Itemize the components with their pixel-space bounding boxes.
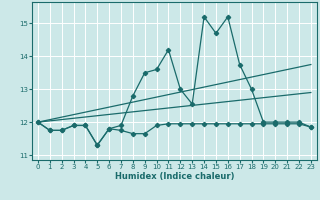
X-axis label: Humidex (Indice chaleur): Humidex (Indice chaleur) xyxy=(115,172,234,181)
